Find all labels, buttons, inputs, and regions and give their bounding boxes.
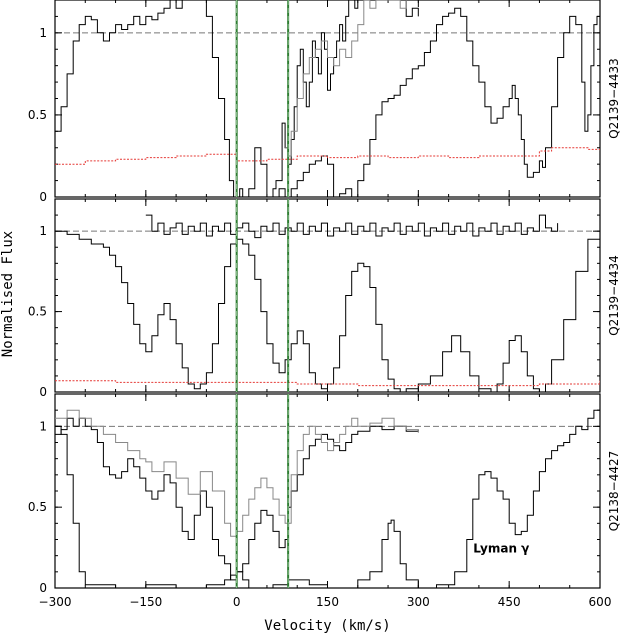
spectrum-panels: 0 0.5 1 Q2139−4433 0 0.5 1 Q2139−4434 0 0.5 1 Q2138… [28, 0, 621, 595]
panel-3: 0 0.5 1 Q2138−4427 Lyman γ [28, 393, 621, 595]
spectrum-series-3 [285, 0, 407, 157]
spectrum-series-1 [55, 406, 600, 588]
y-tick-label: 0.5 [28, 500, 47, 514]
y-tick-label: 1 [39, 26, 47, 40]
spectrum-series-3 [55, 409, 419, 537]
x-tick-label: 300 [407, 595, 430, 609]
x-tick-label: −150 [129, 595, 162, 609]
panel-label: Q2139−4434 [607, 255, 621, 336]
spectrum-series-1 [55, 0, 419, 197]
y-tick-label: 0 [39, 581, 47, 595]
x-axis-label: Velocity (km/s) [264, 618, 390, 634]
y-tick-label: 1 [39, 419, 47, 433]
panel-label: Q2138−4427 [607, 451, 621, 532]
spectrum-series-3 [55, 380, 600, 387]
spectrum-series-2 [145, 214, 559, 239]
panel-2: 0 0.5 1 Q2139−4434 [28, 198, 621, 399]
y-tick-label: 1 [39, 224, 47, 238]
spectrum-series-2 [55, 417, 419, 581]
y-tick-label: 0 [39, 190, 47, 204]
spectrum-series-1 [55, 223, 600, 392]
y-axis-label: Normalised Flux [0, 231, 16, 357]
panel-label: Q2139−4433 [607, 58, 621, 139]
panel-annotation: Lyman γ [473, 541, 529, 555]
y-tick-label: 0.5 [28, 108, 47, 122]
panel-frame [54, 393, 601, 589]
y-tick-label: 0 [39, 385, 47, 399]
panel-1: 0 0.5 1 Q2139−4433 [28, 0, 621, 204]
x-tick-label: 0 [233, 595, 241, 609]
x-tick-label: 450 [498, 595, 521, 609]
y-tick-label: 0.5 [28, 305, 47, 319]
spectrum-series-2 [273, 7, 600, 197]
x-tick-label: 600 [589, 595, 612, 609]
spectrum-series-4 [55, 147, 600, 165]
x-tick-label: 150 [316, 595, 339, 609]
x-axis: −300 −150 0 150 300 450 600 [39, 595, 612, 609]
x-tick-label: −300 [39, 595, 72, 609]
